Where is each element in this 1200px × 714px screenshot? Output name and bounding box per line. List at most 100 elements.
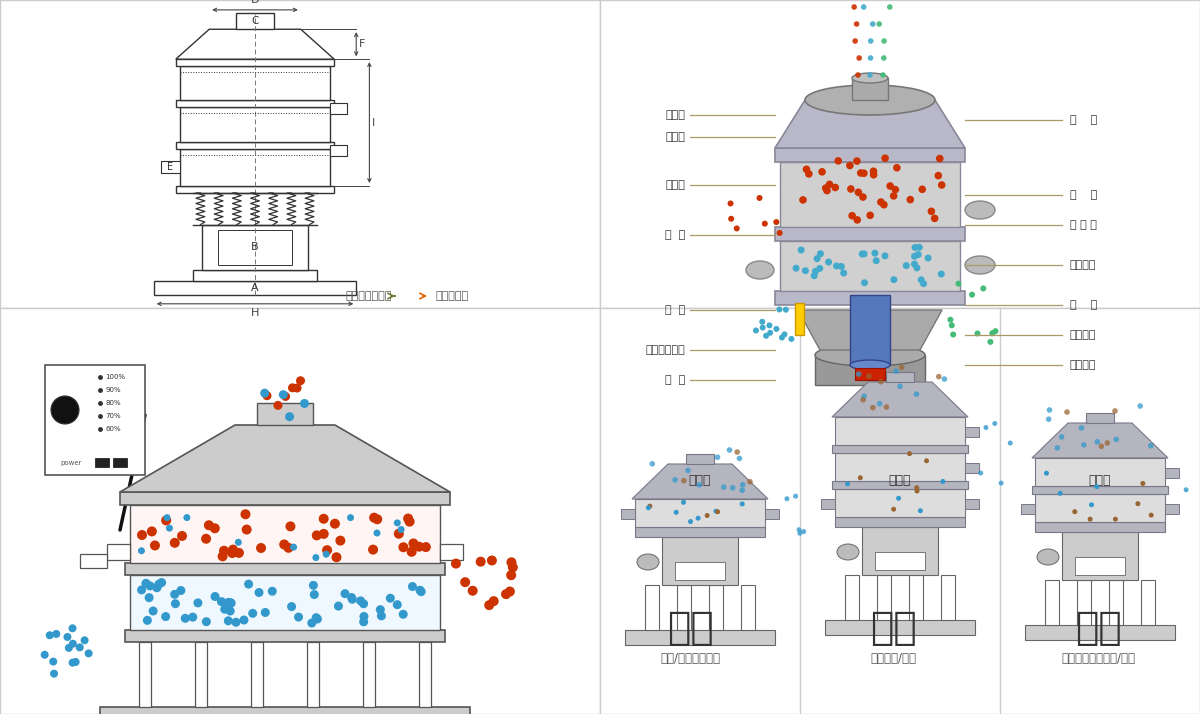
- Circle shape: [881, 72, 886, 78]
- Circle shape: [857, 169, 864, 177]
- Circle shape: [870, 171, 877, 178]
- Bar: [646, 585, 659, 630]
- Bar: [875, 552, 925, 570]
- Circle shape: [506, 570, 516, 580]
- Bar: [835, 489, 965, 517]
- Circle shape: [65, 644, 73, 652]
- Circle shape: [682, 500, 686, 505]
- Circle shape: [220, 545, 229, 555]
- Circle shape: [451, 558, 461, 568]
- Bar: [330, 103, 348, 114]
- Circle shape: [1094, 484, 1099, 489]
- Circle shape: [860, 251, 868, 257]
- Circle shape: [938, 181, 946, 188]
- Circle shape: [822, 184, 829, 192]
- Circle shape: [818, 168, 826, 176]
- Circle shape: [856, 72, 860, 78]
- Text: 外形尺寸示意图: 外形尺寸示意图: [346, 291, 392, 301]
- Ellipse shape: [1037, 549, 1060, 565]
- Circle shape: [978, 471, 983, 476]
- Circle shape: [733, 226, 739, 231]
- Bar: [154, 281, 356, 295]
- Circle shape: [853, 21, 859, 27]
- Circle shape: [802, 529, 806, 534]
- Circle shape: [394, 519, 401, 526]
- Text: C: C: [251, 16, 259, 26]
- Circle shape: [748, 479, 752, 485]
- Circle shape: [377, 611, 386, 620]
- Circle shape: [244, 580, 253, 588]
- Bar: [251, 642, 263, 707]
- Circle shape: [310, 590, 319, 599]
- Circle shape: [293, 383, 301, 393]
- Circle shape: [728, 216, 734, 222]
- Circle shape: [240, 615, 248, 625]
- Bar: [130, 505, 440, 563]
- Circle shape: [876, 21, 882, 27]
- Bar: [1086, 413, 1114, 423]
- Ellipse shape: [850, 360, 890, 370]
- Circle shape: [870, 167, 877, 175]
- Circle shape: [347, 514, 354, 521]
- Circle shape: [53, 630, 60, 638]
- Bar: [854, 368, 886, 380]
- Circle shape: [918, 508, 923, 513]
- Circle shape: [397, 526, 404, 533]
- Circle shape: [682, 478, 686, 483]
- Circle shape: [359, 618, 368, 626]
- Polygon shape: [176, 29, 334, 59]
- Bar: [202, 225, 307, 271]
- Text: 网    架: 网 架: [1070, 190, 1097, 200]
- Circle shape: [1057, 491, 1063, 496]
- Bar: [835, 453, 965, 481]
- Circle shape: [485, 600, 494, 610]
- Bar: [775, 291, 965, 305]
- Circle shape: [235, 539, 242, 545]
- Circle shape: [781, 331, 787, 338]
- Circle shape: [460, 577, 470, 587]
- Bar: [832, 481, 968, 489]
- Circle shape: [898, 383, 902, 389]
- Circle shape: [913, 264, 920, 271]
- Circle shape: [826, 258, 832, 266]
- Circle shape: [166, 525, 173, 532]
- Circle shape: [274, 401, 282, 410]
- Circle shape: [887, 4, 893, 10]
- Bar: [845, 575, 859, 620]
- Circle shape: [146, 526, 157, 536]
- Circle shape: [260, 608, 270, 617]
- Circle shape: [138, 547, 145, 554]
- Bar: [600, 308, 1200, 714]
- Bar: [161, 161, 180, 173]
- Circle shape: [817, 250, 824, 257]
- Bar: [235, 14, 275, 29]
- Text: 弹  簧: 弹 簧: [665, 305, 685, 315]
- Text: 进料口: 进料口: [665, 110, 685, 120]
- Circle shape: [866, 211, 874, 219]
- Circle shape: [998, 481, 1003, 486]
- Circle shape: [248, 609, 257, 618]
- Polygon shape: [1032, 423, 1168, 458]
- Bar: [176, 59, 335, 66]
- Bar: [1034, 494, 1165, 522]
- Text: H: H: [251, 308, 259, 318]
- Circle shape: [992, 328, 998, 334]
- Circle shape: [803, 166, 810, 173]
- Circle shape: [312, 613, 320, 622]
- Circle shape: [416, 587, 426, 596]
- Circle shape: [812, 268, 820, 275]
- Circle shape: [372, 514, 383, 524]
- Circle shape: [268, 587, 277, 595]
- Bar: [1141, 580, 1154, 625]
- Circle shape: [649, 461, 655, 466]
- Text: 振动电机: 振动电机: [1070, 330, 1097, 340]
- Circle shape: [854, 188, 862, 196]
- Circle shape: [887, 182, 894, 190]
- Text: 防尘盖: 防尘盖: [665, 132, 685, 142]
- Ellipse shape: [838, 544, 859, 560]
- Circle shape: [290, 543, 298, 550]
- Circle shape: [322, 545, 332, 555]
- Circle shape: [360, 612, 368, 621]
- Circle shape: [217, 597, 226, 606]
- Bar: [330, 146, 348, 156]
